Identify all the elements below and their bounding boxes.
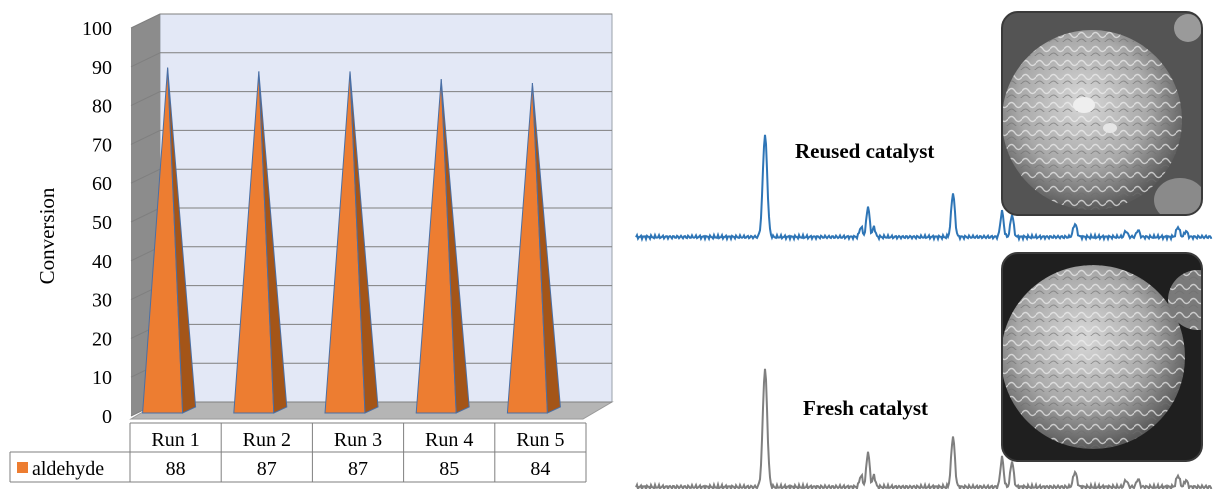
gridline-side xyxy=(130,52,161,68)
cone-4 xyxy=(415,79,470,414)
gridline-side xyxy=(130,129,161,145)
x-category-label: Run 5 xyxy=(516,429,564,451)
y-tick-label: 60 xyxy=(92,173,112,195)
legend-series-name: aldehyde xyxy=(32,458,104,480)
xrd-panel: Reused catalyst Fresh catalyst xyxy=(635,11,1213,489)
y-tick-label: 100 xyxy=(82,18,112,40)
cone-series xyxy=(142,67,561,414)
data-label: 88 xyxy=(166,458,186,480)
cone-shadow xyxy=(440,79,470,414)
x-category-label: Run 1 xyxy=(151,429,199,451)
data-label: 87 xyxy=(257,458,277,480)
cone-shadow xyxy=(531,83,561,414)
y-tick-label: 10 xyxy=(92,367,112,389)
cone-2 xyxy=(233,71,288,414)
y-tick-label: 40 xyxy=(92,251,112,273)
y-tick-label: 0 xyxy=(102,406,112,428)
y-tick-label: 20 xyxy=(92,328,112,350)
cone-shadow xyxy=(258,71,288,414)
cone-1 xyxy=(142,67,197,414)
cone-3 xyxy=(324,71,379,414)
y-tick-label: 50 xyxy=(92,212,112,234)
data-table: Run 1 Run 2 Run 3 Run 4 Run 5 88 87 87 85 84 aldeh… xyxy=(9,422,587,483)
gridline-side xyxy=(130,91,161,107)
x-category-label: Run 2 xyxy=(243,429,291,451)
data-label: 85 xyxy=(439,458,459,480)
x-category-label: Run 3 xyxy=(334,429,382,451)
cone-5 xyxy=(506,83,561,414)
gridline-side xyxy=(130,168,161,184)
data-label: 87 xyxy=(348,458,368,480)
xrd-trace-fresh xyxy=(635,368,1213,489)
gridline-side xyxy=(130,13,161,29)
legend-swatch xyxy=(17,462,28,473)
xrd-trace-reused xyxy=(635,134,1213,243)
y-axis-ticks: 0 10 20 30 40 50 60 70 80 90 100 xyxy=(82,18,112,428)
y-tick-label: 70 xyxy=(92,134,112,156)
cone-shadow xyxy=(167,67,197,414)
x-category-label: Run 4 xyxy=(425,429,473,451)
cone-shadow xyxy=(349,71,379,414)
data-label: 84 xyxy=(530,458,550,480)
y-tick-label: 30 xyxy=(92,290,112,312)
reused-catalyst-label: Reused catalyst xyxy=(795,139,934,163)
fresh-catalyst-label: Fresh catalyst xyxy=(803,396,928,420)
y-tick-label: 90 xyxy=(92,57,112,79)
sem-image-fresh xyxy=(1002,253,1202,461)
gridline-side xyxy=(130,207,161,223)
y-axis-label: Conversion xyxy=(35,187,59,284)
y-tick-label: 80 xyxy=(92,96,112,118)
sem-image-reused xyxy=(1002,12,1202,215)
